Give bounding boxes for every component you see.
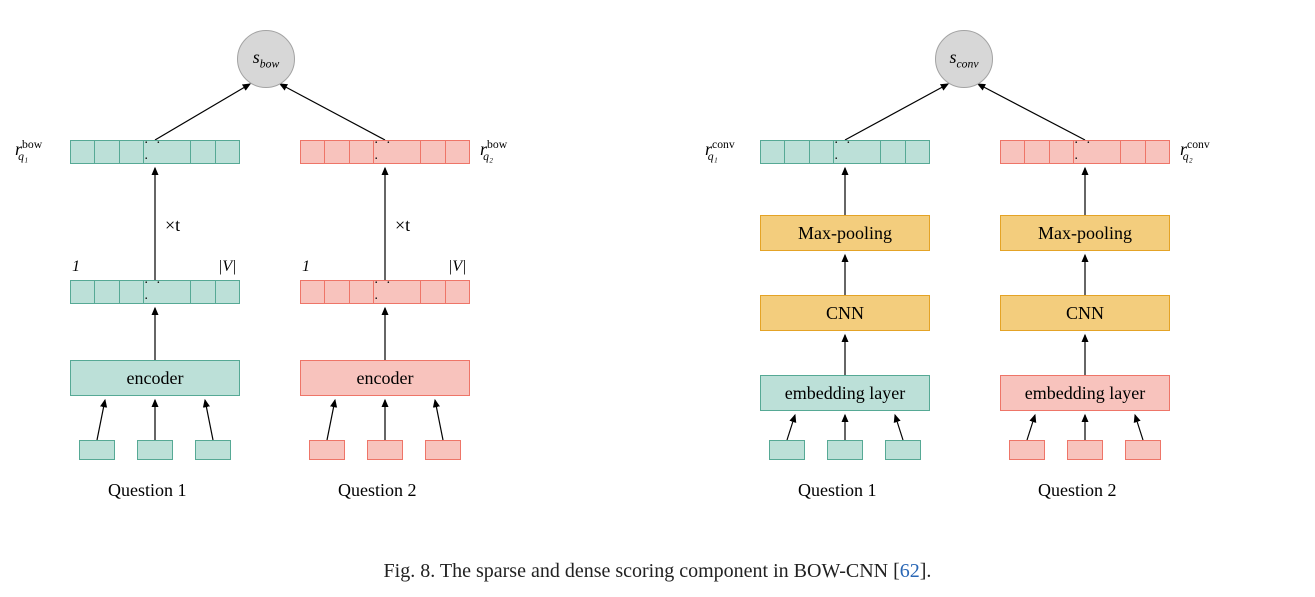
figure-root: sbow rbowq₁ · · · ×t 1 |V| · · · encoder… xyxy=(0,0,1315,597)
dots: · · · xyxy=(834,141,857,163)
bow-q1-encoder: encoder xyxy=(70,360,240,396)
dots: · · · xyxy=(144,281,167,303)
bow-q1-question-label: Question 1 xyxy=(108,480,187,501)
bow-q2-token-3 xyxy=(425,440,461,460)
bow-q1-rep-vec: · · · xyxy=(70,140,240,164)
bow-q2-encoder-label: encoder xyxy=(357,368,414,389)
conv-q1-token-3 xyxy=(885,440,921,460)
bow-q1-token-1 xyxy=(79,440,115,460)
bow-q2-raw-vec: · · · xyxy=(300,280,470,304)
bow-q1-encoder-label: encoder xyxy=(127,368,184,389)
conv-q1-embed: embedding layer xyxy=(760,375,930,411)
conv-q2-token-2 xyxy=(1067,440,1103,460)
conv-q2-cnn: CNN xyxy=(1000,295,1170,331)
conv-q1-rep-label: rconvq₁ xyxy=(705,138,718,163)
bow-q2-token-1 xyxy=(309,440,345,460)
conv-q2-maxpool: Max-pooling xyxy=(1000,215,1170,251)
conv-score-sub: conv xyxy=(956,58,978,71)
conv-q2-rep-vec: · · · xyxy=(1000,140,1170,164)
conv-q1-cnn-label: CNN xyxy=(826,303,864,324)
figure-caption: Fig. 8. The sparse and dense scoring com… xyxy=(0,560,1315,583)
conv-q1-maxpool-label: Max-pooling xyxy=(798,223,892,244)
bow-q1-idx-high: |V| xyxy=(218,258,237,276)
caption-prefix: Fig. 8. The sparse and dense scoring com… xyxy=(384,560,900,582)
bow-q2-encoder: encoder xyxy=(300,360,470,396)
conv-q2-embed-label: embedding layer xyxy=(1025,383,1145,404)
conv-q1-embed-label: embedding layer xyxy=(785,383,905,404)
bow-q1-rep-label: rbowq₁ xyxy=(15,138,28,163)
bow-q1-token-3 xyxy=(195,440,231,460)
caption-cite: 62 xyxy=(900,560,920,582)
conv-q1-token-1 xyxy=(769,440,805,460)
conv-q1-maxpool: Max-pooling xyxy=(760,215,930,251)
dots: · · · xyxy=(144,141,167,163)
bow-q2-question-label: Question 2 xyxy=(338,480,417,501)
bow-q1-times: ×t xyxy=(165,215,180,236)
conv-score-node: sconv xyxy=(935,30,993,88)
conv-q2-maxpool-label: Max-pooling xyxy=(1038,223,1132,244)
dots: · · · xyxy=(374,141,397,163)
bow-q2-rep-label: rbowq₂ xyxy=(480,138,493,163)
bow-score-node: sbow xyxy=(237,30,295,88)
conv-q2-token-3 xyxy=(1125,440,1161,460)
dots: · · · xyxy=(1074,141,1097,163)
caption-suffix: ]. xyxy=(920,560,932,582)
bow-q1-raw-vec: · · · xyxy=(70,280,240,304)
bow-q2-idx-low: 1 xyxy=(302,258,310,276)
conv-q2-cnn-label: CNN xyxy=(1066,303,1104,324)
conv-q2-question-label: Question 2 xyxy=(1038,480,1117,501)
bow-q1-token-2 xyxy=(137,440,173,460)
conv-q1-token-2 xyxy=(827,440,863,460)
bow-q2-idx-high: |V| xyxy=(448,258,467,276)
bow-q2-rep-vec: · · · xyxy=(300,140,470,164)
conv-q1-cnn: CNN xyxy=(760,295,930,331)
bow-q1-idx-low: 1 xyxy=(72,258,80,276)
bow-q2-times: ×t xyxy=(395,215,410,236)
dots: · · · xyxy=(374,281,397,303)
bow-score-sub: bow xyxy=(260,58,279,71)
conv-q2-token-1 xyxy=(1009,440,1045,460)
bow-q2-token-2 xyxy=(367,440,403,460)
conv-q2-embed: embedding layer xyxy=(1000,375,1170,411)
conv-q2-rep-label: rconvq₂ xyxy=(1180,138,1193,163)
conv-q1-rep-vec: · · · xyxy=(760,140,930,164)
bow-score-s: s xyxy=(253,47,260,67)
conv-q1-question-label: Question 1 xyxy=(798,480,877,501)
